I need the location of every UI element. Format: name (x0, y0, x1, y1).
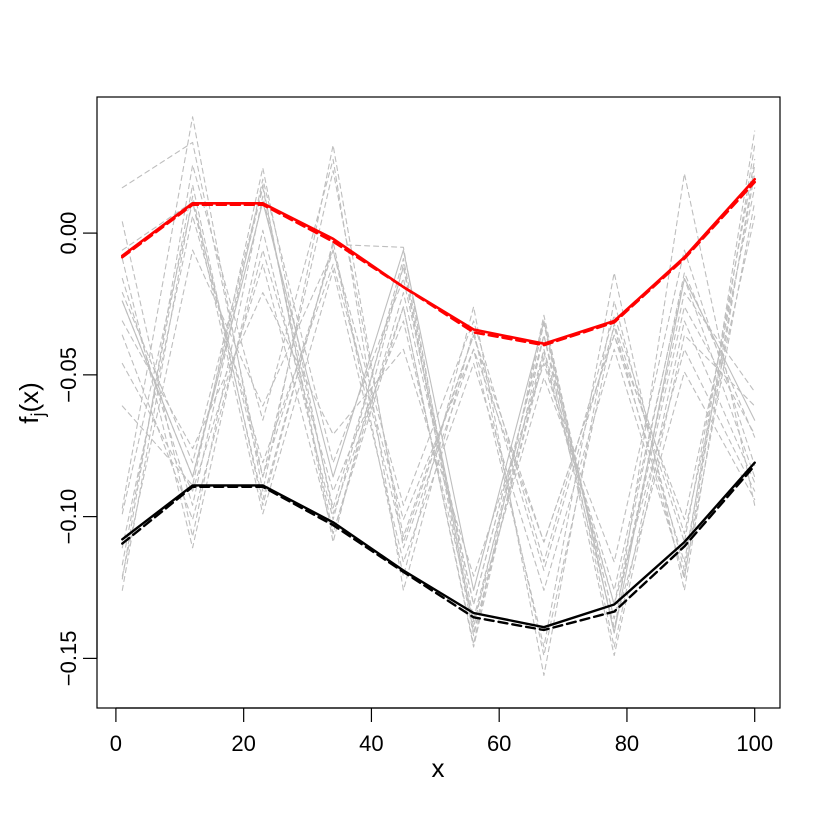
x-axis: 0 20 40 60 80 100 (110, 707, 773, 756)
mean-series-line-1 (121, 180, 757, 347)
sample-series-line-5 (121, 116, 756, 648)
y-axis: −0.15 −0.10 −0.05 0.00 (56, 212, 98, 687)
sample-series-line-14 (121, 178, 756, 657)
x-tick-label: 0 (110, 731, 122, 756)
y-tick-label: −0.15 (56, 631, 81, 687)
sample-series-line-19 (121, 229, 756, 620)
sample-series-line-7 (121, 158, 756, 657)
sample-series-line-15 (121, 187, 756, 549)
x-axis-label: x (432, 753, 445, 783)
sample-series-line-6 (121, 195, 756, 637)
sample-series-line-12 (121, 249, 756, 623)
y-axis-label-tail: (x) (14, 382, 44, 412)
y-tick-label: −0.10 (56, 489, 81, 545)
x-tick-label: 40 (359, 731, 383, 756)
sample-series-line-16 (121, 277, 756, 591)
sample-lines (121, 116, 756, 676)
sample-series-line-22 (121, 201, 756, 634)
y-axis-label-subscript: j (28, 413, 48, 418)
x-tick-label: 80 (615, 731, 639, 756)
sample-series-line-21 (121, 187, 756, 648)
y-tick-label: 0.00 (56, 212, 81, 255)
y-tick-label: −0.05 (56, 347, 81, 403)
mean-series-line-0 (121, 177, 757, 346)
x-tick-label: 20 (231, 731, 255, 756)
sample-series-line-18 (121, 263, 756, 620)
y-axis-label: fj(x) (14, 382, 48, 424)
mean-series-line-2 (121, 461, 756, 629)
x-tick-label: 60 (487, 731, 511, 756)
sample-series-line-11 (121, 184, 756, 648)
mean-series-line-3 (121, 464, 756, 632)
sample-series-line-17 (121, 215, 756, 577)
mean-lines (121, 177, 757, 632)
y-axis-label-main: f (14, 416, 44, 424)
x-tick-label: 100 (736, 731, 773, 756)
sample-series-line-9 (121, 167, 756, 645)
